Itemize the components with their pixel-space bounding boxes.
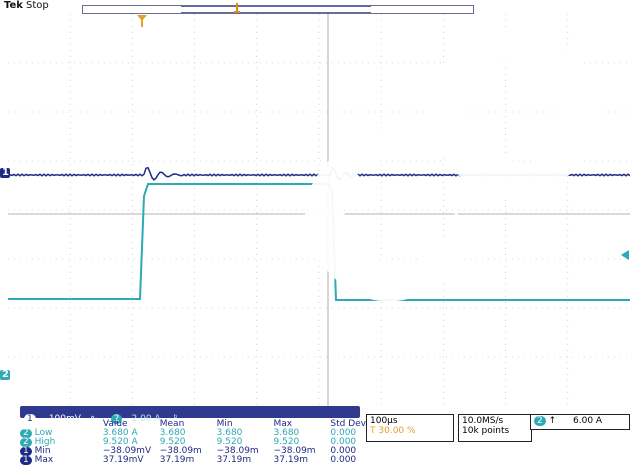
brand-label: Tek <box>4 0 23 11</box>
trigger-level: 6.00 A <box>573 416 603 426</box>
trigger-marker-icon[interactable] <box>135 14 149 28</box>
waveform-graticule[interactable] <box>8 14 630 406</box>
sample-rate: 10.0MS/s <box>462 416 504 426</box>
timebase-scale: 100µs <box>370 416 398 426</box>
trigger-position-readout: T 30.00 % <box>370 426 416 436</box>
ch2-scale: 2.00 A <box>131 414 161 424</box>
ch1-scale: 100mV <box>48 414 81 424</box>
channel-2-trace <box>8 183 630 301</box>
acquisition-state: Stop <box>26 0 49 11</box>
acquisition-box[interactable]: 10.0MS/s 10k points <box>458 414 532 442</box>
readout-panel: 1 100mV ∿ 2 2.00 A ᵇ Value Mean Min Max … <box>0 406 630 474</box>
ch1-badge[interactable]: 1 <box>24 414 36 424</box>
trigger-level-icon[interactable] <box>620 249 630 261</box>
timebase-box[interactable]: 100µs T 30.00 % <box>366 414 454 442</box>
measurement-row[interactable]: 2 High 9.520 A 9.520 9.520 9.520 0.000 <box>20 438 384 447</box>
measurements-header-row: Value Mean Min Max Std Dev <box>102 419 366 429</box>
measurement-row[interactable]: 2 Low 3.680 A 3.680 3.680 3.680 0.000 <box>20 429 384 438</box>
trigger-position-icon: T <box>370 426 376 436</box>
measurements-table: Value Mean Min Max Std Dev 2 Low 3.680 A… <box>20 420 384 465</box>
ch2-ground-marker[interactable]: 2 <box>0 369 10 380</box>
trigger-position-icon[interactable] <box>231 2 243 14</box>
channel-scale-bar: 1 100mV ∿ 2 2.00 A ᵇ <box>20 406 360 424</box>
trigger-source-badge: 2 <box>534 416 546 426</box>
bandwidth-icon: ᵇ <box>173 414 178 424</box>
ac-wave-icon: ∿ <box>90 414 98 424</box>
ch2-badge[interactable]: 2 <box>110 414 123 424</box>
trigger-box[interactable]: 2 ↑ 6.00 A <box>530 414 630 430</box>
rising-edge-icon: ↑ <box>548 416 557 426</box>
measurement-row[interactable]: 1 Max 37.19mV 37.19m 37.19m 37.19m 0.000 <box>20 456 384 465</box>
ch1-ground-marker[interactable]: 1 <box>0 167 10 178</box>
record-length: 10k points <box>462 426 510 436</box>
channel-1-trace <box>8 166 630 181</box>
record-overview-bar[interactable] <box>82 5 474 14</box>
measurement-row[interactable]: 1 Min −38.09mV −38.09m −38.09m −38.09m 0… <box>20 447 384 456</box>
record-window[interactable] <box>181 6 371 13</box>
top-status-bar: Tek Stop <box>0 0 630 14</box>
